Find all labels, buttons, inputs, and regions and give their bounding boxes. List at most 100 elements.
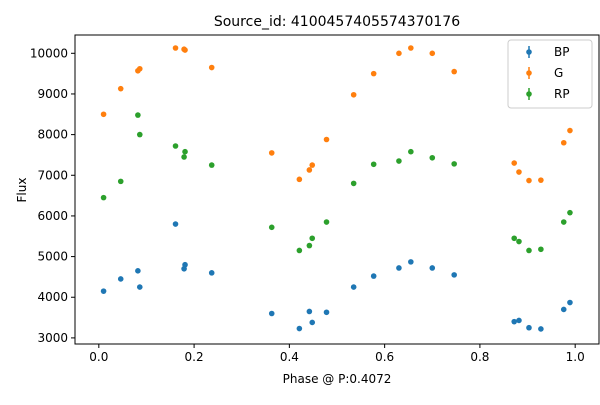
x-tick-label: 1.0 xyxy=(566,350,585,364)
data-point-bp xyxy=(306,308,313,315)
data-point-rp xyxy=(182,148,188,155)
data-point-g xyxy=(429,50,436,57)
data-point-g xyxy=(323,136,330,143)
data-point-bp xyxy=(560,306,567,313)
y-tick-label: 8000 xyxy=(37,128,68,142)
data-point-bp xyxy=(117,276,124,282)
data-point-g xyxy=(309,162,316,168)
data-point-g xyxy=(296,176,303,183)
y-tick-label: 5000 xyxy=(37,250,68,264)
data-point-bp xyxy=(538,326,544,332)
data-point-g xyxy=(268,150,275,156)
x-tick-label: 0.8 xyxy=(470,350,489,364)
data-point-rp xyxy=(268,224,275,231)
data-point-rp xyxy=(538,246,544,253)
data-point-g xyxy=(350,91,357,98)
data-point-rp xyxy=(526,247,532,254)
y-tick-label: 10000 xyxy=(30,46,68,60)
data-point-bp xyxy=(408,259,414,265)
data-point-bp xyxy=(136,284,143,290)
data-point-g xyxy=(172,45,179,51)
data-point-rp xyxy=(370,161,377,168)
data-point-bp xyxy=(511,318,518,325)
y-tick-label: 9000 xyxy=(37,87,68,101)
data-point-bp xyxy=(208,270,215,276)
legend-label: G xyxy=(554,66,563,80)
data-point-rp xyxy=(350,180,357,187)
data-point-bp xyxy=(516,317,522,324)
data-point-g xyxy=(511,160,518,166)
data-point-rp xyxy=(100,194,107,201)
data-point-rp xyxy=(429,154,436,161)
data-point-bp xyxy=(296,325,303,332)
data-point-bp xyxy=(567,299,573,306)
data-point-rp xyxy=(511,235,518,242)
data-point-g xyxy=(182,47,188,53)
legend-entry-bp: BP xyxy=(526,45,569,59)
data-point-g xyxy=(306,167,313,173)
x-tick-label: 0.6 xyxy=(375,350,394,364)
data-point-g xyxy=(408,45,414,51)
data-point-rp xyxy=(181,154,187,160)
data-point-g xyxy=(560,139,567,146)
y-axis-label: Flux xyxy=(15,178,29,203)
data-point-bp xyxy=(451,272,457,278)
data-point-bp xyxy=(182,261,188,268)
data-point-g xyxy=(396,50,402,57)
data-point-g xyxy=(208,64,215,71)
data-point-rp xyxy=(560,219,567,225)
legend-marker-point xyxy=(526,49,532,55)
data-point-rp xyxy=(309,235,316,242)
data-point-g xyxy=(526,177,532,184)
data-point-rp xyxy=(135,112,141,118)
data-point-rp xyxy=(117,178,124,185)
data-point-bp xyxy=(268,310,275,317)
legend: BP G RP xyxy=(507,39,593,109)
data-point-bp xyxy=(323,309,330,316)
data-point-rp xyxy=(208,162,215,168)
data-point-rp xyxy=(396,158,402,164)
data-point-rp xyxy=(323,219,330,225)
y-tick-label: 7000 xyxy=(37,168,68,182)
data-point-rp xyxy=(306,242,313,249)
plot-area xyxy=(74,34,600,345)
y-tick-label: 6000 xyxy=(37,209,68,223)
legend-entry-g: G xyxy=(526,66,563,80)
data-point-rp xyxy=(567,209,573,216)
data-point-rp xyxy=(136,131,143,138)
data-point-rp xyxy=(516,238,522,245)
data-point-bp xyxy=(370,273,377,279)
y-tick-label: 4000 xyxy=(37,290,68,304)
legend-box xyxy=(507,39,593,109)
data-point-bp xyxy=(100,288,107,294)
legend-label: RP xyxy=(554,87,570,101)
data-point-rp xyxy=(172,143,179,149)
x-axis-label: Phase @ P:0.4072 xyxy=(283,372,392,386)
data-point-bp xyxy=(526,324,532,331)
x-tick-label: 0.0 xyxy=(89,350,108,364)
data-points-layer xyxy=(100,45,573,332)
data-point-rp xyxy=(408,148,414,155)
x-tick-label: 0.4 xyxy=(280,350,299,364)
data-point-bp xyxy=(135,268,141,274)
series-bp-points xyxy=(100,221,573,332)
data-point-g xyxy=(567,127,573,134)
data-point-g xyxy=(516,169,522,175)
y-tick-label: 3000 xyxy=(37,331,68,345)
axes-frame xyxy=(74,34,600,345)
data-point-g xyxy=(538,177,544,183)
data-point-g xyxy=(451,68,457,75)
data-point-rp xyxy=(451,161,457,167)
legend-entry-rp: RP xyxy=(526,87,570,101)
legend-label: BP xyxy=(554,45,569,59)
data-point-g xyxy=(100,111,107,118)
data-point-rp xyxy=(296,247,303,254)
legend-marker-point xyxy=(526,70,532,76)
legend-marker-point xyxy=(526,91,532,97)
series-g-points xyxy=(100,45,573,184)
y-axis-ticks: 3000 4000 5000 6000 7000 8000 9000 10000 xyxy=(30,46,75,345)
x-axis-ticks: 0.0 0.2 0.4 0.6 0.8 1.0 xyxy=(89,344,585,364)
